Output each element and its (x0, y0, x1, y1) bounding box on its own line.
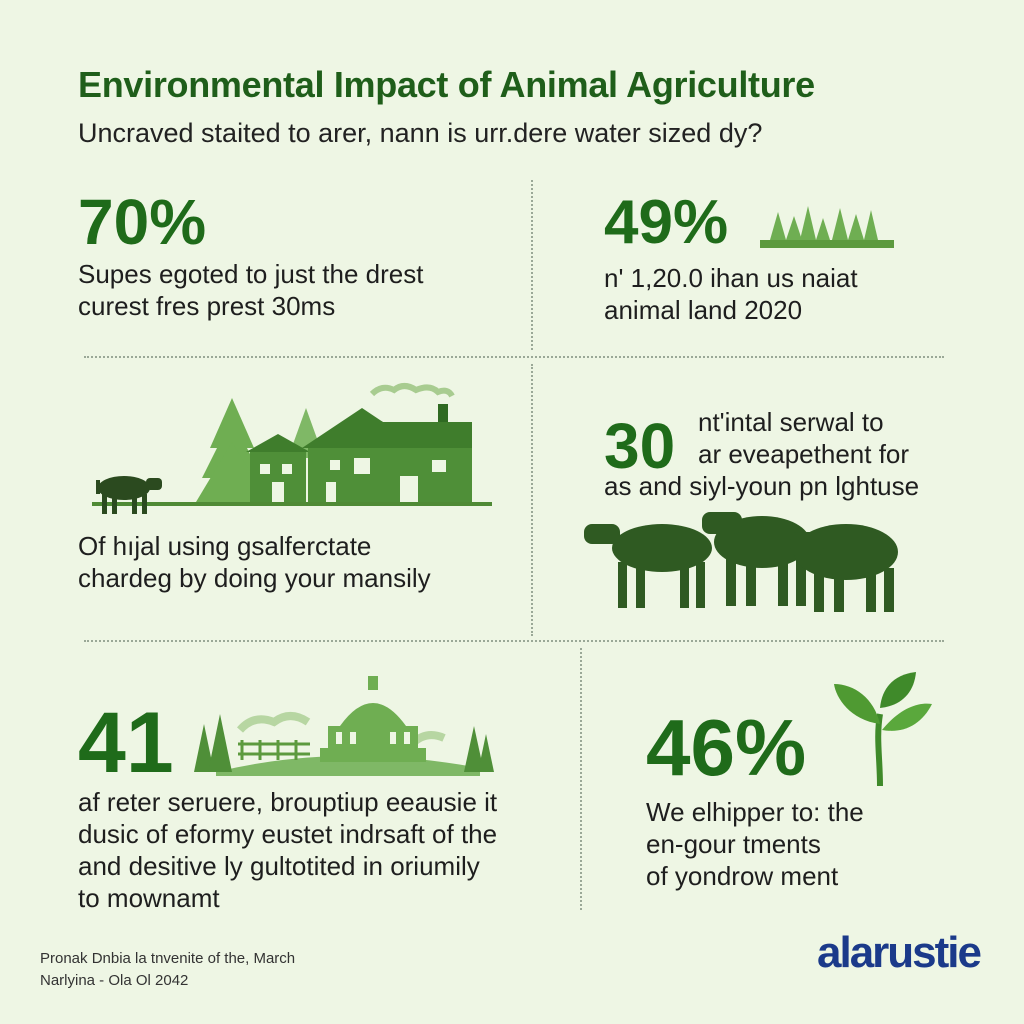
forest-icon (760, 206, 894, 248)
stat-value-land-use: 70% (78, 186, 207, 258)
stat-description-water: af reter seruere, brouptiup eeausie it d… (78, 787, 498, 913)
divider-horizontal-bottom (84, 640, 944, 642)
stat-value-biodiversity: 46% (646, 703, 807, 792)
divider-vertical-bottom (580, 648, 582, 910)
stat-description-farms: Of hıjal using gsalferctate chardeg by d… (78, 531, 431, 593)
divider-vertical-top (531, 180, 533, 350)
capitol-landscape-icon (194, 676, 494, 776)
stat-description-deforestation: n' 1,20.0 ihan us naiat animal land 2020 (604, 263, 858, 325)
stat-description-emissions-a: nt'intal serwal to ar eveapethent for (698, 407, 910, 469)
brand-logo: alarustie (817, 928, 982, 977)
divider-horizontal-top (84, 356, 944, 358)
farm-house-icon (92, 383, 492, 506)
cow-icon (96, 476, 162, 514)
stat-value-emissions: 30 (604, 410, 676, 482)
cattle-herd-icon (584, 512, 898, 612)
stat-value-deforestation: 49% (604, 188, 729, 257)
stat-value-water: 41 (78, 695, 174, 791)
divider-vertical-middle (531, 364, 533, 636)
stat-description-biodiversity: We elhipper to: the en-gour tments of yo… (646, 797, 864, 891)
stat-description-emissions-b: as and siyl-youn pn lghtuse (604, 471, 920, 501)
page-subtitle: Uncraved staited to arer, nann is urr.de… (78, 118, 763, 148)
page-title: Environmental Impact of Animal Agricultu… (78, 64, 815, 105)
stat-description-land-use: Supes egoted to just the drest curest fr… (78, 259, 424, 321)
sprout-icon (834, 672, 932, 787)
footer-source: Pronak Dnbia la tnvenite of the, March N… (40, 950, 296, 989)
